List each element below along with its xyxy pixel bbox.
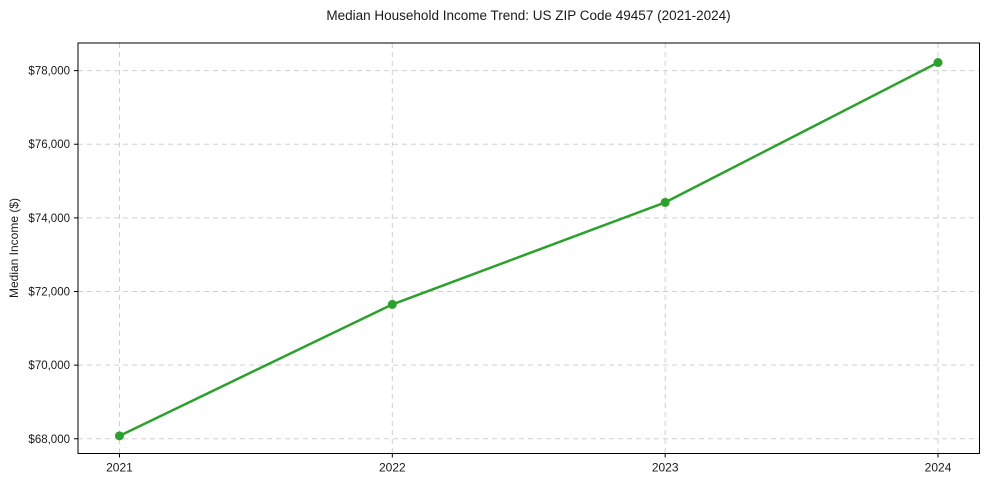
x-tick-label: 2022 (379, 461, 406, 475)
y-tick-label: $76,000 (28, 139, 70, 151)
y-tick-label: $70,000 (28, 360, 70, 372)
x-tick-label: 2024 (925, 461, 952, 475)
plot-border (77, 42, 980, 454)
trend-line (118, 61, 940, 438)
y-tick-label: $68,000 (28, 434, 70, 446)
chart-title: Median Household Income Trend: US ZIP Co… (326, 8, 731, 23)
data-point-2024 (933, 58, 943, 68)
y-tick-label: $72,000 (28, 287, 70, 299)
data-point-2022 (387, 299, 397, 309)
x-tick-label: 2021 (106, 461, 133, 475)
y-tick-label: $74,000 (28, 213, 70, 225)
data-point-2023 (660, 197, 670, 207)
data-point-2021 (114, 431, 124, 441)
y-tick-label: $78,000 (28, 66, 70, 78)
x-tick-label: 2023 (652, 461, 679, 475)
